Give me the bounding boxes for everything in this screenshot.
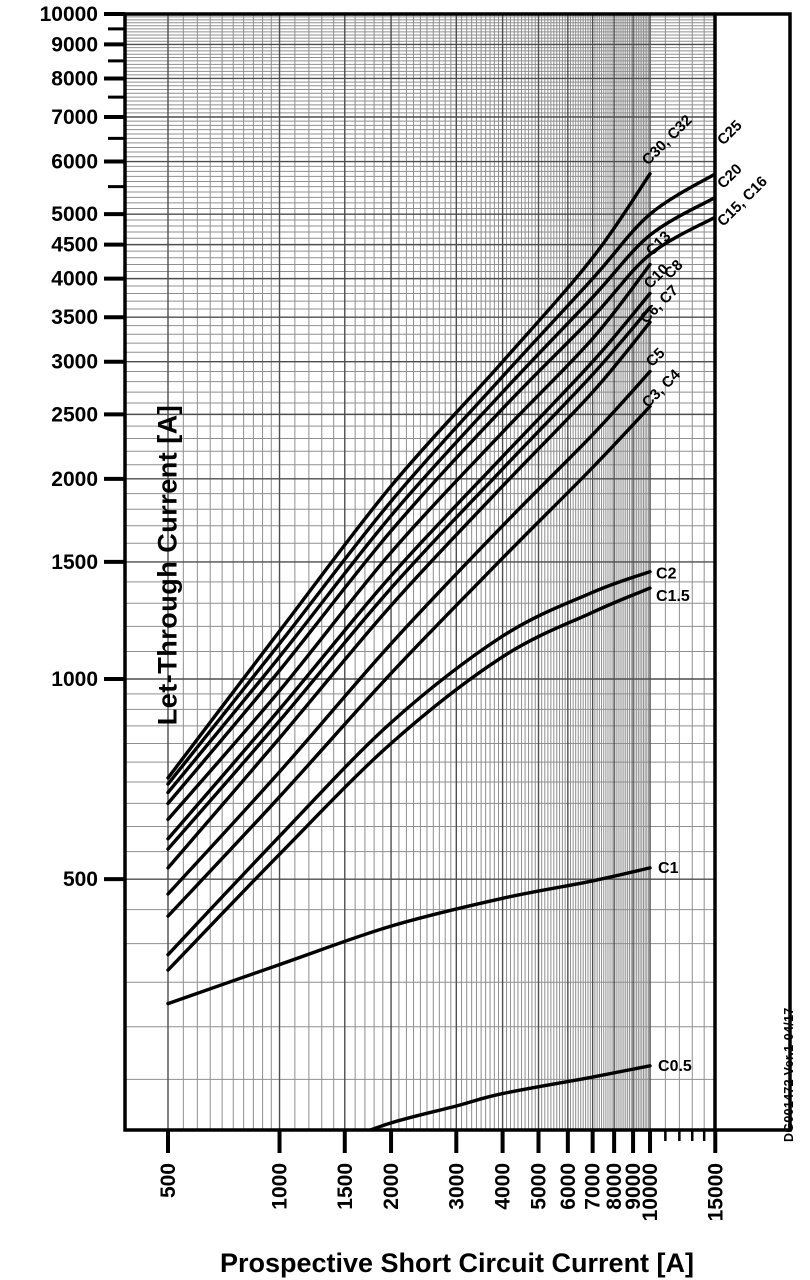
curve-c30-c32 — [166, 172, 652, 780]
x-tick-label-500: 500 — [157, 1163, 180, 1198]
curve-c10 — [166, 291, 652, 841]
curve-label-c25: C25 — [714, 117, 745, 148]
y-tick-label-8000: 8000 — [51, 67, 98, 90]
curve-c1.5 — [166, 586, 652, 972]
y-tick-label-4500: 4500 — [51, 234, 98, 257]
curve-c2 — [166, 570, 652, 957]
y-axis-title: Let-Through Current [A] — [152, 404, 183, 726]
curve-c25 — [166, 172, 715, 786]
x-tick-label-15000: 15000 — [704, 1163, 727, 1221]
x-tick-label-3000: 3000 — [445, 1163, 468, 1210]
y-tick-label-6000: 6000 — [51, 151, 98, 174]
y-tick-label-3500: 3500 — [51, 306, 98, 329]
curve-label-c20: C20 — [714, 161, 745, 192]
y-tick-label-7000: 7000 — [51, 106, 98, 129]
x-tick-label-1000: 1000 — [269, 1163, 292, 1210]
y-tick-label-2500: 2500 — [51, 403, 98, 426]
curve-c5 — [166, 369, 652, 896]
y-tick-label-1500: 1500 — [51, 551, 98, 574]
curve-c6-c7 — [166, 320, 652, 870]
y-tick-label-10000: 10000 — [40, 3, 98, 26]
curve-label-c2: C2 — [656, 566, 677, 583]
x-tick-label-5000: 5000 — [528, 1163, 551, 1210]
curve-c3-c4 — [166, 404, 652, 918]
x-axis-title: Prospective Short Circuit Current [A] — [219, 1248, 695, 1278]
curve-label-c1: C1 — [658, 860, 679, 877]
curve-c8 — [166, 305, 652, 851]
y-tick-label-4000: 4000 — [51, 268, 98, 291]
x-tick-label-2000: 2000 — [380, 1163, 403, 1210]
curve-c13 — [166, 262, 652, 822]
x-tick-label-7000: 7000 — [582, 1163, 605, 1210]
document-reference-note: DG001472 Ver.1-04/17 — [782, 1007, 796, 1142]
curve-c15-c16 — [166, 215, 715, 806]
axis-ticks — [104, 12, 718, 1153]
curve-c20 — [166, 195, 715, 795]
x-tick-label-4000: 4000 — [492, 1163, 515, 1210]
y-tick-label-9000: 9000 — [51, 33, 98, 56]
curves — [166, 172, 715, 1130]
tick-labels: 500 1000 1500 2000 3000 4000 5000 6000 700080009… — [40, 3, 728, 1221]
x-tick-label-9000: 9000 — [622, 1163, 645, 1210]
x-tick-label-6000: 6000 — [557, 1163, 580, 1210]
curve-label-c0.5: C0.5 — [658, 1058, 692, 1075]
x-tick-label-1500: 1500 — [334, 1163, 357, 1210]
curve-label-c30-c32: C30, C32 — [639, 112, 696, 169]
curve-label-c3-c4: C3, C4 — [639, 366, 684, 411]
x-tick-label-10000: 10000 — [639, 1163, 662, 1221]
y-tick-label-5000: 5000 — [51, 203, 98, 226]
y-tick-label-3000: 3000 — [51, 351, 98, 374]
y-tick-label-500: 500 — [63, 868, 98, 891]
y-tick-label-1000: 1000 — [51, 668, 98, 691]
x-tick-label-8000: 8000 — [603, 1163, 626, 1210]
y-tick-label-2000: 2000 — [51, 468, 98, 491]
curve-label-c1.5: C1.5 — [656, 588, 690, 605]
curve-c0.5 — [365, 1064, 652, 1130]
curve-c1 — [166, 866, 652, 1006]
